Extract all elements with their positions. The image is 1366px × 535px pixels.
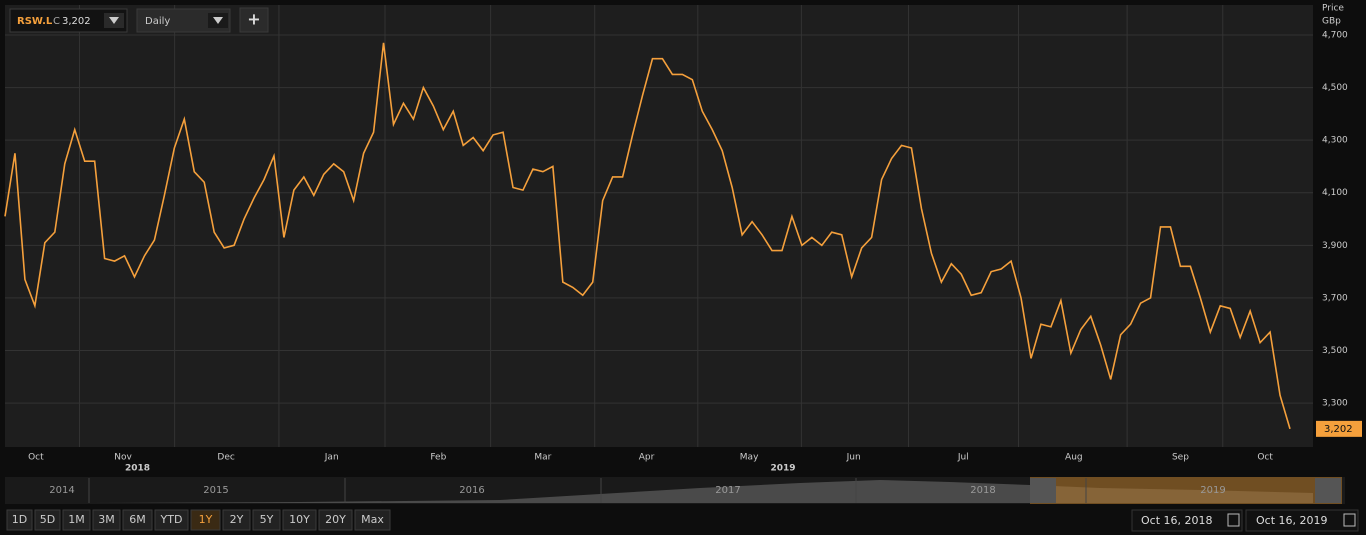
- grid: [5, 5, 1313, 447]
- navigator-selection[interactable]: [1030, 477, 1342, 504]
- range-button[interactable]: [190, 509, 221, 531]
- range-button[interactable]: [354, 509, 391, 531]
- range-label: YTD: [160, 513, 183, 526]
- range-label: 2Y: [230, 513, 244, 526]
- calendar-icon[interactable]: [1343, 513, 1356, 527]
- range-button[interactable]: [222, 509, 251, 531]
- navigator-year: 2016: [459, 485, 484, 496]
- range-button[interactable]: [252, 509, 281, 531]
- x-tick-label: Dec: [217, 453, 234, 463]
- navigator-year: 2019: [1200, 485, 1225, 496]
- date-from-box[interactable]: [1131, 509, 1243, 532]
- x-tick-label: Apr: [639, 453, 655, 463]
- range-label: 10Y: [289, 513, 310, 526]
- y-tick-label: 3,700: [1322, 293, 1348, 303]
- range-button[interactable]: [62, 509, 91, 531]
- y-tick-label: 3,500: [1322, 346, 1348, 356]
- last-price-box: [1316, 420, 1362, 437]
- y-tick-label: 3,300: [1322, 399, 1348, 409]
- calendar-icon[interactable]: [1227, 513, 1240, 527]
- dropdown-arrow: [109, 17, 119, 24]
- y-tick-label: 4,100: [1322, 188, 1348, 198]
- symbol: RSW.L: [17, 16, 53, 27]
- x-tick-label: Feb: [430, 453, 446, 463]
- y-tick-label: 4,500: [1322, 83, 1348, 93]
- axis-title: Price: [1322, 4, 1344, 14]
- x-tick-label: Mar: [534, 453, 551, 463]
- axis-unit: GBp: [1322, 17, 1341, 27]
- navigator-year: 2017: [715, 485, 740, 496]
- navigator-handle[interactable]: [1315, 478, 1341, 503]
- date-from: Oct 16, 2018: [1141, 514, 1213, 527]
- navigator-handle[interactable]: [1030, 478, 1056, 503]
- x-tick-label: Sep: [1172, 453, 1189, 463]
- navigator-years: 2014 2015 2016 2017 2018 2019: [49, 478, 1226, 503]
- navigator-history: [90, 480, 1313, 503]
- x-tick-label: Aug: [1065, 453, 1083, 463]
- year-label: 2018: [125, 464, 150, 474]
- range-button[interactable]: [318, 509, 353, 531]
- y-tick-label: 4,700: [1322, 30, 1348, 40]
- range-button[interactable]: [92, 509, 121, 531]
- range-button[interactable]: [6, 509, 33, 531]
- plot-area: [5, 5, 1313, 447]
- range-label: 3M: [98, 513, 115, 526]
- range-label: 6M: [129, 513, 146, 526]
- last-price-label: 3,202: [1324, 424, 1353, 435]
- add-icon: +: [247, 10, 260, 29]
- interval-box[interactable]: [136, 8, 231, 33]
- range-button[interactable]: [122, 509, 153, 531]
- date-to: Oct 16, 2019: [1256, 514, 1328, 527]
- close-prefix: C: [53, 16, 60, 27]
- x-tick-label: Jan: [324, 453, 339, 463]
- x-tick-label: Oct: [1257, 453, 1273, 463]
- range-label: Max: [361, 513, 384, 526]
- range-button[interactable]: [154, 509, 189, 531]
- range-button[interactable]: [282, 509, 317, 531]
- add-button[interactable]: [239, 7, 269, 33]
- range-label: 1M: [68, 513, 85, 526]
- range-label: 1D: [12, 513, 27, 526]
- range-label: 1Y: [199, 513, 213, 526]
- x-tick-label: Jul: [957, 453, 969, 463]
- interval: Daily: [145, 16, 170, 27]
- navigator-year: 2018: [970, 485, 995, 496]
- range-buttons: 1D 5D 1M 3M 6M YTD 1Y 2Y 5Y 10Y 20Y Max: [6, 509, 391, 531]
- range-label: 20Y: [325, 513, 346, 526]
- y-tick-label: 4,300: [1322, 136, 1348, 146]
- year-label: 2019: [770, 464, 795, 474]
- range-label: 5Y: [260, 513, 274, 526]
- dropdown-arrow: [213, 17, 223, 24]
- navigator-year: 2014: [49, 485, 74, 496]
- x-tick-label: May: [740, 453, 759, 463]
- range-button[interactable]: [34, 509, 61, 531]
- x-tick-label: Oct: [28, 453, 44, 463]
- y-tick-label: 3,900: [1322, 241, 1348, 251]
- navigator-year: 2015: [203, 485, 228, 496]
- price-line: [4, 42, 1291, 430]
- date-to-box[interactable]: [1245, 509, 1359, 532]
- symbol-box[interactable]: [9, 8, 128, 33]
- x-tick-label: Jun: [846, 453, 861, 463]
- x-tick-label: Nov: [114, 453, 132, 463]
- range-label: 5D: [40, 513, 55, 526]
- close-value: 3,202: [62, 16, 91, 27]
